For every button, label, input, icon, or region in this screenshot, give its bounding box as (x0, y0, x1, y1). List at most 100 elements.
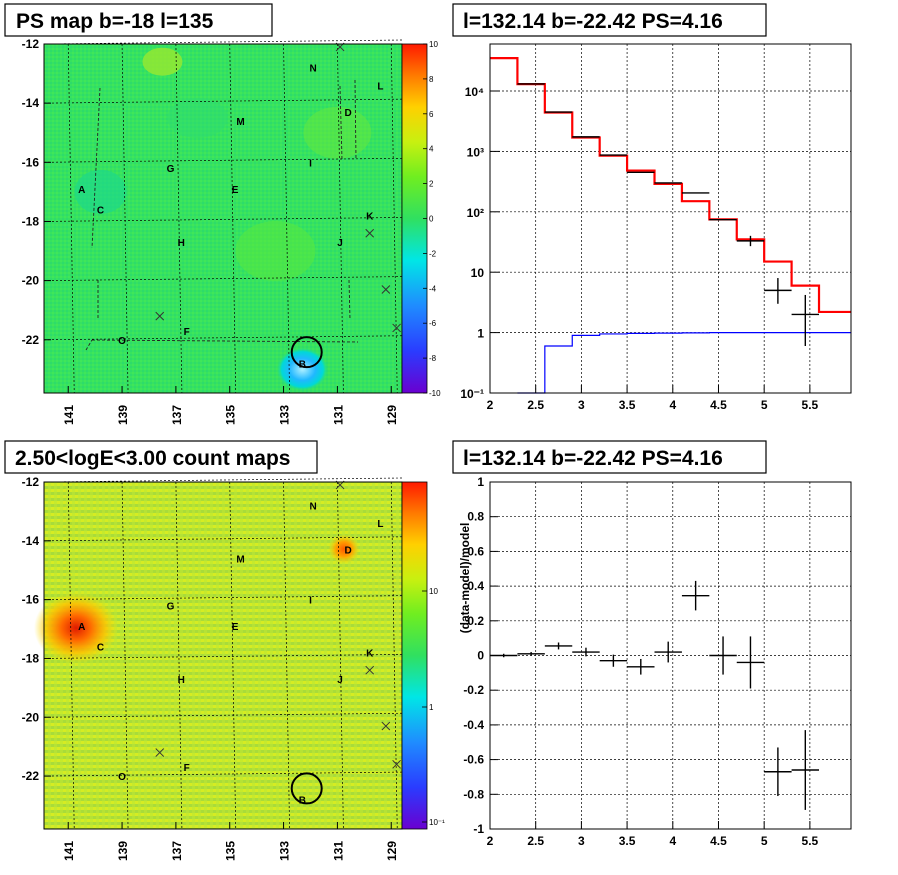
count-map-selected-source-circle (290, 772, 323, 805)
residual-x-tick-label: 5.5 (802, 834, 819, 848)
count-map-x-tick-label: 129 (385, 841, 399, 861)
spectrum-x-tick-label: 3.5 (619, 398, 636, 412)
count-map-colorbar-tick-label: 10 (429, 587, 438, 596)
count-map-y-tick-label: -16 (22, 593, 40, 607)
residual-y-tick-label: -0.8 (463, 787, 484, 801)
count-map-source-label-l: L (377, 519, 383, 530)
residual-x-tick-label: 5 (761, 834, 768, 848)
count-map-source-label-i: I (309, 596, 312, 607)
count-map-source-label-g: G (167, 602, 175, 613)
ps-map-source-label-l: L (377, 81, 383, 92)
spectrum-y-tick-label: 10 (471, 266, 485, 280)
ps-map-boundary-line (348, 279, 351, 321)
ps-map-colorbar-tick-label: 8 (429, 75, 434, 84)
count-map-colorbar-tick-label: 10⁻¹ (429, 818, 445, 827)
count-map-source-label-h: H (178, 675, 185, 686)
ps-map-selected-source-circle (290, 336, 323, 369)
ps-map-x-tick-label: 131 (331, 405, 345, 425)
count-map-source-label-j: J (337, 675, 343, 686)
ps-map-y-tick-label: -14 (22, 96, 40, 110)
count-map-cross-marker (381, 721, 391, 731)
residual-y-tick-label: 1 (477, 475, 484, 489)
count-map-title: 2.50<logE<3.00 count maps (15, 447, 290, 470)
ps-map-colorbar-tick-label: 10 (429, 40, 438, 49)
ps-map-source-label-f: F (184, 327, 190, 338)
ps-map-y-tick-label: -16 (22, 155, 40, 169)
count-map-cross-marker (365, 665, 375, 675)
residual-y-tick-label: -0.2 (463, 683, 484, 697)
residual-x-tick-label: 3.5 (619, 834, 636, 848)
spectrum-series (490, 57, 851, 394)
count-map-grid-line (67, 481, 75, 830)
spectrum-axes: 2 2.5 3 3.5 4 4.5 5 5.5 10⁻¹ 1 10 10² 10³ 10⁴ (460, 85, 818, 412)
count-map-source-label-e: E (232, 622, 239, 633)
count-map-source-label-o: O (118, 772, 126, 783)
ps-map-title: PS map b=-18 l=135 (16, 10, 214, 33)
ps-map-boundary-line (354, 79, 357, 161)
ps-map-x-tick-label: 133 (278, 405, 292, 425)
ps-map-colorbar-tick-label: 6 (429, 110, 434, 119)
ps-map-x-tick-label: 137 (170, 405, 184, 425)
ps-map-source-label-j: J (337, 238, 343, 249)
count-map-grid-line (43, 477, 403, 483)
count-map-source-label-k: K (366, 649, 374, 660)
count-map-y-tick-label: -12 (22, 475, 40, 489)
ps-map-source-label-m: M (236, 117, 244, 128)
hotspot-a (34, 592, 118, 664)
residual-series (490, 580, 820, 810)
spectrum-model-source-line (517, 332, 851, 394)
residual-title-box (452, 440, 767, 474)
count-map-y-tick-label: -20 (22, 710, 40, 724)
ps-map-panel: N L M D G I A E C K H J F O B 141 139 137 135 133 131 129 -12… (4, 3, 441, 425)
count-map-x-tick-label: 141 (62, 841, 76, 861)
ps-map-grid-line (43, 39, 403, 45)
count-map-grid-line (283, 481, 290, 830)
residual-y-tick-label: 0.8 (467, 510, 484, 524)
count-map-grid-line (390, 481, 398, 830)
ps-map-colorbar-tick-label: -8 (429, 354, 437, 363)
residual-y-axis-label: (data-model)/model (458, 523, 472, 634)
ps-map-x-tick-label: 129 (385, 405, 399, 425)
spectrum-model-total-line (490, 57, 851, 314)
count-map-x-tick-label: 137 (170, 841, 184, 861)
spectrum-title: l=132.14 b=-22.42 PS=4.16 (463, 10, 723, 33)
ps-map-feature (303, 106, 372, 159)
ps-map-axes: 141 139 137 135 133 131 129-12-14-16-18-20-221… (22, 37, 441, 425)
spectrum-y-tick-label: 10⁴ (465, 85, 484, 99)
residual-x-tick-label: 2.5 (527, 834, 544, 848)
count-map-colorbar (401, 481, 428, 830)
ps-map-source-label-e: E (232, 185, 239, 196)
ps-map-cross-marker (392, 323, 401, 333)
spectrum-y-tick-label: 10³ (467, 145, 484, 159)
residual-title: l=132.14 b=-22.42 PS=4.16 (463, 447, 723, 470)
count-map-grid-line (121, 481, 129, 830)
count-map-grid-line (229, 481, 237, 830)
ps-map-cross-marker (365, 228, 375, 238)
residual-y-tick-label: 0.6 (467, 544, 484, 558)
ps-map-feature (74, 169, 127, 214)
count-map-grid-line (337, 481, 344, 830)
ps-map-source-label-i: I (309, 158, 312, 169)
count-map-grid-line (175, 481, 183, 830)
ps-map-source-label-h: H (178, 238, 185, 249)
spectrum-x-tick-label: 4.5 (710, 398, 727, 412)
count-map-source-label-d: D (345, 546, 352, 557)
spectrum-y-tick-label: 10² (467, 206, 484, 220)
ps-map-y-tick-label: -12 (22, 37, 40, 51)
spectrum-x-tick-label: 4 (669, 398, 676, 412)
residual-axes: 2 2.5 3 3.5 4 4.5 5 5.5 1 0.8 0.6 0.4 0.2 0 -0.2 -0.4 -0… (463, 475, 818, 848)
residual-y-tick-label: 0.4 (467, 579, 484, 593)
count-map-title-box (4, 440, 318, 474)
ps-map-cross-marker (155, 311, 165, 321)
count-map-source-markers: N L M D G I A E C K H J F O B (78, 480, 401, 807)
spectrum-y-tick-label: 10⁻¹ (460, 387, 484, 401)
ps-map-colorbar-tick-label: 4 (429, 145, 434, 154)
count-map-source-label-m: M (236, 554, 244, 565)
count-map-cross-marker (155, 748, 165, 757)
ps-map-source-label-n: N (310, 64, 317, 75)
count-map-x-tick-label: 131 (331, 841, 345, 861)
count-map-y-tick-label: -14 (22, 534, 40, 548)
count-map-source-label-f: F (184, 763, 190, 774)
ps-map-feature (235, 221, 316, 282)
